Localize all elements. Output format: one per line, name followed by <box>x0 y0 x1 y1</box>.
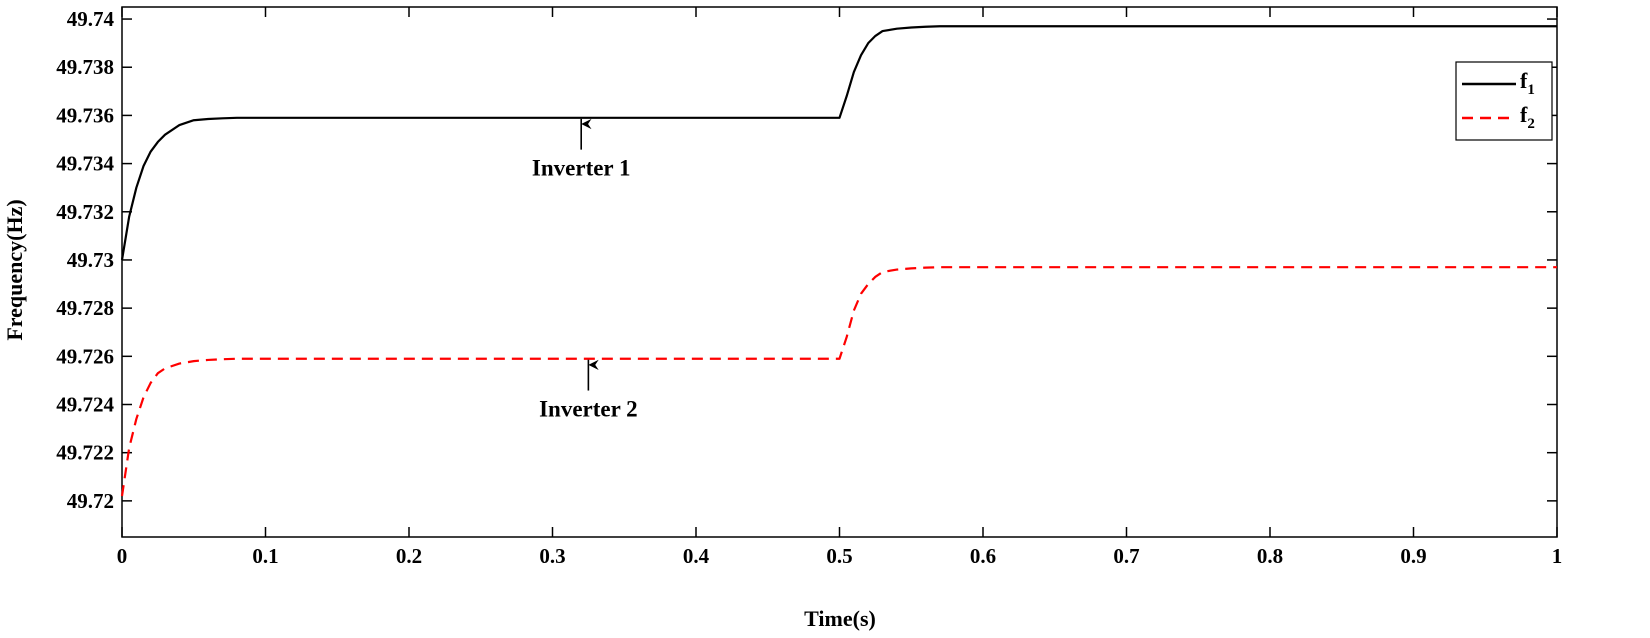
plot-frame <box>121 6 1558 538</box>
x-tick-label: 0.6 <box>970 544 996 568</box>
y-tick-label: 49.734 <box>56 152 114 176</box>
y-tick-label: 49.724 <box>56 393 114 417</box>
x-tick-label: 0.8 <box>1257 544 1283 568</box>
legend-box <box>1455 61 1553 141</box>
y-tick-label: 49.726 <box>56 344 114 368</box>
legend-entry-subscript: 2 <box>1527 116 1535 132</box>
x-tick-label: 0.3 <box>539 544 565 568</box>
x-tick-label: 0.5 <box>826 544 852 568</box>
annotation-label-2: Inverter 2 <box>539 397 638 422</box>
y-tick-label: 49.74 <box>67 7 115 31</box>
y-axis-label: Frequency(Hz) <box>2 199 27 340</box>
x-tick-label: 0.1 <box>252 544 278 568</box>
y-tick-label: 49.738 <box>56 55 114 79</box>
y-tick-label: 49.736 <box>56 103 114 127</box>
y-tick-label: 49.732 <box>56 200 114 224</box>
annotation-label-1: Inverter 1 <box>532 156 631 181</box>
y-tick-label: 49.728 <box>56 296 114 320</box>
x-tick-label: 0.2 <box>396 544 422 568</box>
legend-entry-subscript: 1 <box>1527 82 1535 98</box>
x-tick-label: 1 <box>1552 544 1563 568</box>
y-tick-label: 49.722 <box>56 441 114 465</box>
x-axis-label: Time(s) <box>804 606 876 631</box>
x-tick-label: 0.7 <box>1113 544 1139 568</box>
y-tick-label: 49.73 <box>67 248 114 272</box>
plot-layer: 0 0.1 0.2 0.3 0.4 0.5 0.6 0.7 0.8 0.9 1 49.72 49.722… <box>56 6 1563 568</box>
x-tick-label: 0 <box>117 544 128 568</box>
series-line-2 <box>120 266 1557 497</box>
series-line-1 <box>120 25 1557 261</box>
x-tick-label: 0.4 <box>683 544 710 568</box>
y-tick-label: 49.72 <box>67 489 114 513</box>
x-tick-label: 0.9 <box>1400 544 1426 568</box>
